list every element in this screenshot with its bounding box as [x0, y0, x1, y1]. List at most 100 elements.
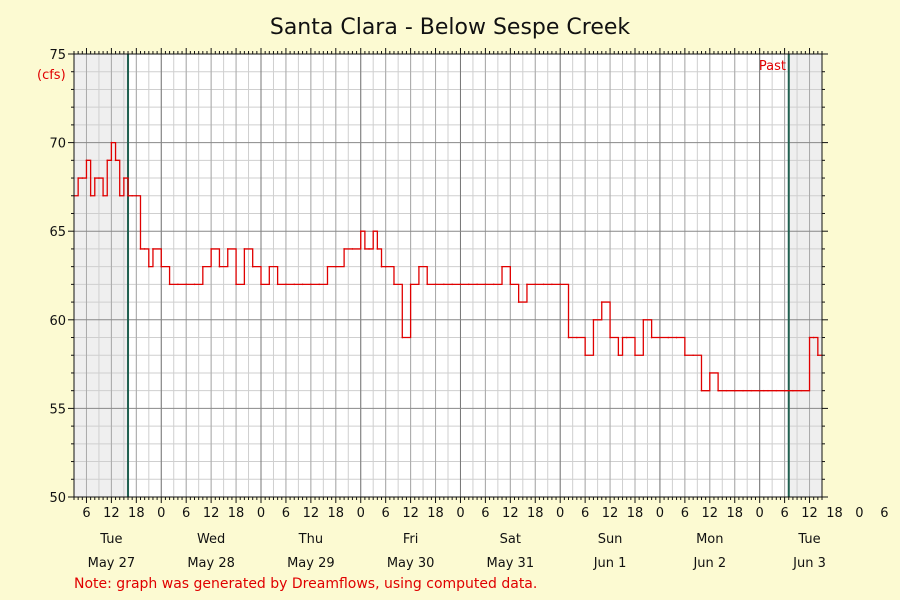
- data-point: [148, 265, 150, 268]
- data-point: [251, 265, 254, 268]
- data-point: [114, 159, 117, 162]
- data-point: [118, 194, 121, 197]
- data-point: [77, 177, 79, 179]
- data-point: [276, 283, 279, 286]
- day-weekday-label: Sun: [598, 532, 623, 547]
- day-date-label: May 27: [88, 556, 136, 571]
- past-label: Past: [759, 59, 786, 74]
- x-hour-label: 6: [82, 506, 90, 521]
- day-weekday-label: Mon: [696, 532, 723, 547]
- shaded-region-right: [788, 54, 822, 497]
- x-hour-label: 12: [801, 506, 818, 521]
- day-weekday-label: Tue: [99, 532, 122, 547]
- data-point: [709, 372, 711, 374]
- x-hour-label: 6: [581, 506, 589, 521]
- data-point: [380, 265, 383, 268]
- data-point: [152, 248, 154, 250]
- data-point: [812, 336, 815, 339]
- data-point: [418, 265, 420, 268]
- data-point: [434, 283, 437, 286]
- data-point: [700, 389, 703, 392]
- y-tick-label: 75: [49, 48, 66, 63]
- x-hour-label: 6: [780, 506, 788, 521]
- y-tick-label: 70: [49, 137, 66, 152]
- data-point: [526, 283, 528, 286]
- x-hour-label: 18: [826, 506, 843, 521]
- y-tick-label: 55: [49, 402, 66, 417]
- data-point: [409, 283, 412, 286]
- data-point: [517, 301, 520, 303]
- data-point: [160, 265, 163, 268]
- day-date-label: May 28: [187, 556, 235, 571]
- data-point: [584, 354, 586, 357]
- data-point: [667, 336, 670, 339]
- x-hour-label: 18: [527, 506, 544, 521]
- data-point: [592, 319, 595, 321]
- x-hour-label: 6: [382, 506, 390, 521]
- data-point: [139, 248, 142, 250]
- data-point: [89, 194, 92, 197]
- day-date-label: May 31: [487, 556, 535, 571]
- data-point: [310, 283, 312, 286]
- data-point: [576, 336, 578, 339]
- y-tick-label: 65: [49, 225, 66, 240]
- data-point: [725, 389, 728, 392]
- day-date-label: Jun 2: [692, 556, 726, 571]
- data-point: [763, 389, 765, 392]
- data-point: [168, 283, 171, 286]
- x-hour-label: 18: [328, 506, 345, 521]
- data-point: [226, 248, 229, 250]
- x-hour-label: 6: [681, 506, 689, 521]
- data-point: [808, 336, 811, 339]
- data-point: [609, 336, 611, 339]
- x-hour-label: 6: [481, 506, 489, 521]
- data-point: [642, 319, 645, 321]
- data-point: [792, 389, 794, 392]
- day-weekday-label: Sat: [500, 532, 521, 547]
- y-tick-label: 50: [49, 491, 66, 506]
- x-hour-label: 6: [880, 506, 888, 521]
- x-hour-label: 12: [402, 506, 419, 521]
- data-point: [285, 283, 287, 286]
- x-hour-label: 0: [855, 506, 863, 521]
- data-point: [185, 283, 187, 286]
- y-axis-unit-label: (cfs): [37, 68, 66, 83]
- data-point: [767, 389, 769, 392]
- data-point: [567, 336, 570, 339]
- x-hour-label: 18: [128, 506, 145, 521]
- x-hour-label: 0: [656, 506, 664, 521]
- footer-note: Note: graph was generated by Dreamflows,…: [74, 576, 537, 592]
- grid: [73, 54, 823, 497]
- data-point: [684, 354, 686, 357]
- data-point: [359, 230, 362, 232]
- x-hour-label: 18: [627, 506, 644, 521]
- data-point: [268, 265, 271, 268]
- x-hour-label: 0: [357, 506, 365, 521]
- data-point: [742, 389, 744, 392]
- data-point: [202, 265, 204, 268]
- x-hour-label: 12: [602, 506, 619, 521]
- data-point: [650, 336, 653, 339]
- data-point: [659, 336, 661, 339]
- data-point: [617, 354, 620, 357]
- data-point: [542, 283, 545, 286]
- day-weekday-label: Fri: [403, 532, 419, 547]
- x-hour-label: 12: [203, 506, 220, 521]
- data-point: [143, 248, 146, 250]
- data-point: [717, 389, 719, 392]
- data-point: [443, 283, 445, 286]
- x-hour-label: 0: [456, 506, 464, 521]
- x-hour-label: 18: [726, 506, 743, 521]
- data-point: [318, 283, 320, 286]
- day-date-label: Jun 1: [593, 556, 627, 571]
- data-point: [127, 194, 129, 197]
- data-point: [492, 283, 495, 286]
- data-point: [800, 389, 803, 392]
- data-point: [123, 177, 125, 179]
- data-point: [758, 389, 761, 392]
- x-hour-label: 6: [182, 506, 190, 521]
- data-point: [218, 265, 221, 268]
- x-hour-label: 18: [427, 506, 444, 521]
